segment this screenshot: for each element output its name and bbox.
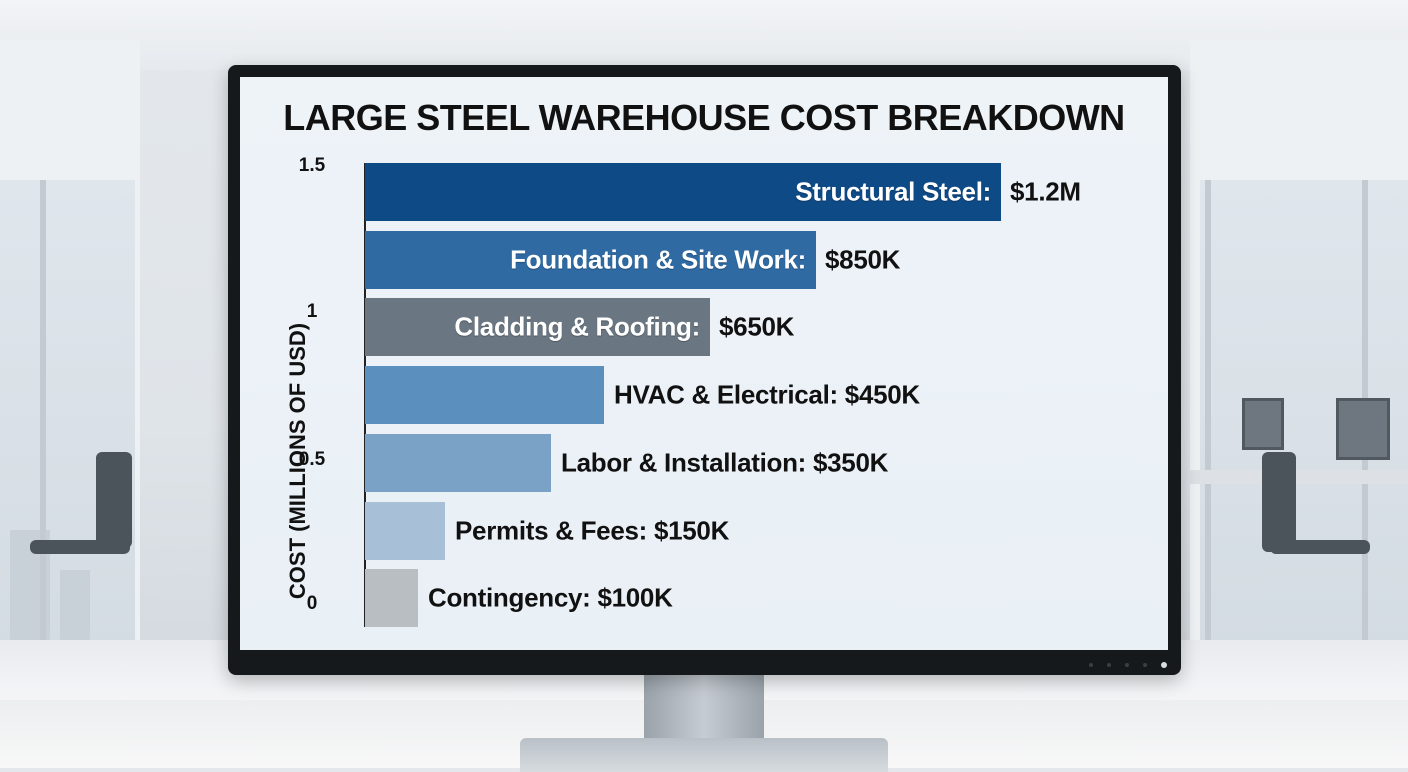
y-tick-label: 1 [306,301,318,322]
bar-category-label: Structural Steel: [795,176,991,207]
office-desk [1190,470,1408,484]
bar-value-label: $100K [597,582,673,613]
bar-value-label: $450K [844,379,920,410]
office-chair [30,540,130,554]
bar [365,569,418,627]
monitor-stand-neck [644,668,764,750]
office-monitor [1336,398,1390,460]
monitor-button[interactable] [1107,663,1111,667]
bar-category-label: Permits & Fees: $150K [455,515,730,546]
monitor-buttons [1089,662,1167,668]
bar-category-label: HVAC & Electrical: $450K [614,379,920,410]
bar-category-label: Labor & Installation: $350K [561,447,889,478]
power-indicator-icon[interactable] [1161,662,1167,668]
office-chair [1270,540,1370,554]
bar-value-label: $150K [653,515,730,546]
office-chair [96,452,132,548]
chart-title: LARGE STEEL WAREHOUSE COST BREAKDOWN [283,97,1125,138]
bar-value-label: $350K [812,447,889,478]
window-left [0,180,135,650]
bar [365,231,816,289]
bar [365,366,604,424]
bar [365,502,445,560]
city-skyline [60,570,90,650]
y-tick-label: 1.5 [298,155,326,176]
monitor-button[interactable] [1143,663,1147,667]
bar-category-label: Contingency: $100K [428,582,673,613]
y-tick-label: 0.5 [298,449,326,470]
bar [365,298,710,356]
monitor-button[interactable] [1089,663,1093,667]
window-mullion [1205,180,1211,650]
y-tick-label: 0 [306,593,318,614]
bar [365,163,1001,221]
monitor-button[interactable] [1125,663,1129,667]
window-mullion [40,180,46,650]
office-monitor [1242,398,1284,450]
bar-category-label: Cladding & Roofing: [454,311,700,342]
monitor-screen: LARGE STEEL WAREHOUSE COST BREAKDOWN COS… [240,77,1168,650]
bar [365,434,551,492]
bar-value-label: $650K [719,311,795,342]
ceiling [0,0,1408,70]
bar-category-label: Foundation & Site Work: [510,244,806,275]
bar-value-label: $1.2M [1010,176,1081,207]
bar-value-label: $850K [825,244,901,275]
office-chair [1262,452,1296,552]
monitor-stand-base [520,738,888,772]
